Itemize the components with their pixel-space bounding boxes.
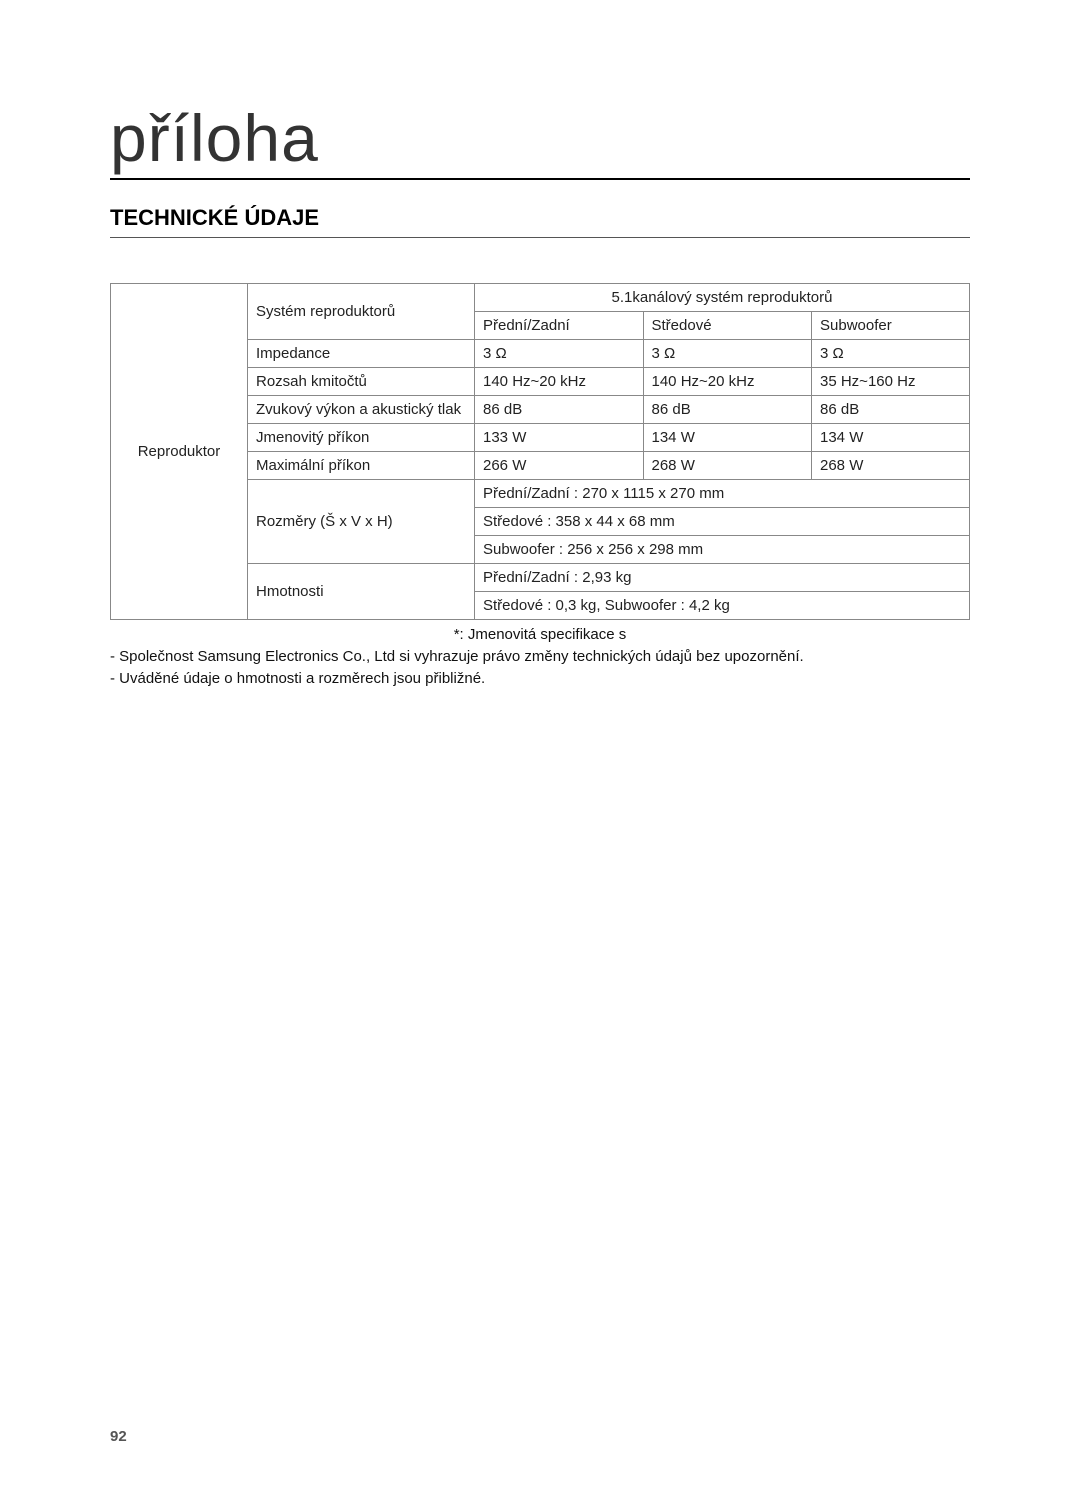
cell-freq-front: 140 Hz~20 kHz (475, 368, 644, 396)
cell-weight-label: Hmotnosti (248, 564, 475, 620)
cell-freq-sub: 35 Hz~160 Hz (812, 368, 970, 396)
cell-spl-center: 86 dB (643, 396, 812, 424)
cell-freq-center: 140 Hz~20 kHz (643, 368, 812, 396)
table-row: Reproduktor Systém reproduktorů 5.1kanál… (111, 284, 970, 312)
notes-block: *: Jmenovitá specifikace s - Společnost … (110, 624, 970, 689)
note-line-3: - Uváděné údaje o hmotnosti a rozměrech … (110, 668, 970, 690)
cell-max-sub: 268 W (812, 452, 970, 480)
cell-rated-label: Jmenovitý příkon (248, 424, 475, 452)
cell-max-center: 268 W (643, 452, 812, 480)
col-center: Středové (643, 312, 812, 340)
section-heading: TECHNICKÉ ÚDAJE (110, 205, 970, 238)
cell-rated-front: 133 W (475, 424, 644, 452)
cell-system-label: Systém reproduktorů (248, 284, 475, 340)
cell-weight-front: Přední/Zadní : 2,93 kg (475, 564, 970, 592)
cell-impedance-center: 3 Ω (643, 340, 812, 368)
cell-impedance-front: 3 Ω (475, 340, 644, 368)
note-line-2: - Společnost Samsung Electronics Co., Lt… (110, 646, 970, 668)
cell-freq-label: Rozsah kmitočtů (248, 368, 475, 396)
cell-max-front: 266 W (475, 452, 644, 480)
page-container: příloha TECHNICKÉ ÚDAJE Reproduktor Syst… (0, 0, 1080, 689)
cell-rated-center: 134 W (643, 424, 812, 452)
page-title: příloha (110, 100, 970, 180)
cell-rated-sub: 134 W (812, 424, 970, 452)
cell-spl-front: 86 dB (475, 396, 644, 424)
cell-spl-sub: 86 dB (812, 396, 970, 424)
cell-spl-label: Zvukový výkon a akustický tlak (248, 396, 475, 424)
cell-system-header: 5.1kanálový systém reproduktorů (475, 284, 970, 312)
spec-table: Reproduktor Systém reproduktorů 5.1kanál… (110, 283, 970, 620)
page-number: 92 (110, 1428, 127, 1445)
note-line-1: *: Jmenovitá specifikace s (110, 624, 970, 646)
cell-impedance-label: Impedance (248, 340, 475, 368)
cell-impedance-sub: 3 Ω (812, 340, 970, 368)
cell-dim-center: Středové : 358 x 44 x 68 mm (475, 508, 970, 536)
cell-max-label: Maximální příkon (248, 452, 475, 480)
row-label-reproduktor: Reproduktor (111, 284, 248, 620)
col-sub: Subwoofer (812, 312, 970, 340)
cell-dim-front: Přední/Zadní : 270 x 1115 x 270 mm (475, 480, 970, 508)
col-front-rear: Přední/Zadní (475, 312, 644, 340)
cell-dim-label: Rozměry (Š x V x H) (248, 480, 475, 564)
cell-weight-center-sub: Středové : 0,3 kg, Subwoofer : 4,2 kg (475, 592, 970, 620)
cell-dim-sub: Subwoofer : 256 x 256 x 298 mm (475, 536, 970, 564)
